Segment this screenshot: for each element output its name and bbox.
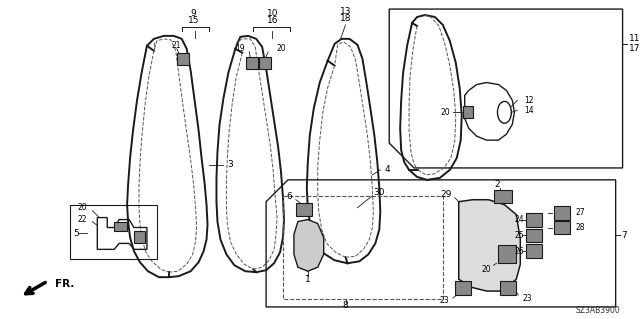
Polygon shape bbox=[114, 222, 127, 232]
Text: 4: 4 bbox=[385, 166, 390, 174]
Polygon shape bbox=[463, 106, 473, 118]
Text: 24: 24 bbox=[515, 215, 524, 224]
Text: 15: 15 bbox=[188, 17, 200, 26]
Text: 16: 16 bbox=[268, 17, 279, 26]
Text: 25: 25 bbox=[515, 231, 524, 240]
Text: 11: 11 bbox=[628, 34, 640, 43]
Text: 23: 23 bbox=[522, 293, 532, 302]
Text: FR.: FR. bbox=[54, 279, 74, 289]
Text: 6: 6 bbox=[286, 192, 292, 201]
Polygon shape bbox=[526, 228, 542, 242]
Text: 2: 2 bbox=[495, 180, 500, 189]
Text: 20: 20 bbox=[276, 44, 285, 53]
Text: 27: 27 bbox=[576, 208, 586, 217]
Text: SZ3AB3900: SZ3AB3900 bbox=[576, 307, 621, 315]
Polygon shape bbox=[259, 57, 271, 69]
Text: 19: 19 bbox=[236, 44, 245, 53]
Text: 1: 1 bbox=[305, 275, 310, 284]
Polygon shape bbox=[296, 203, 312, 216]
Polygon shape bbox=[554, 206, 570, 219]
Text: 3: 3 bbox=[227, 160, 233, 169]
Text: 20: 20 bbox=[482, 265, 492, 274]
Polygon shape bbox=[246, 57, 258, 69]
Polygon shape bbox=[500, 281, 516, 295]
Polygon shape bbox=[495, 190, 513, 203]
Text: 7: 7 bbox=[621, 231, 627, 240]
Text: 26: 26 bbox=[515, 247, 524, 256]
Text: 23: 23 bbox=[439, 295, 449, 305]
Text: 13: 13 bbox=[340, 7, 351, 16]
Polygon shape bbox=[526, 244, 542, 258]
Polygon shape bbox=[455, 281, 470, 295]
Text: 9: 9 bbox=[191, 9, 196, 18]
Text: 17: 17 bbox=[628, 44, 640, 53]
Text: 20: 20 bbox=[440, 108, 450, 117]
Text: 21: 21 bbox=[172, 41, 182, 50]
Polygon shape bbox=[459, 200, 520, 291]
Polygon shape bbox=[526, 213, 542, 226]
Text: 30: 30 bbox=[374, 188, 385, 197]
Text: 14: 14 bbox=[524, 106, 534, 115]
Text: 10: 10 bbox=[268, 9, 279, 18]
Text: 20: 20 bbox=[77, 203, 88, 212]
Polygon shape bbox=[499, 245, 516, 263]
Polygon shape bbox=[554, 220, 570, 234]
Text: 8: 8 bbox=[342, 301, 348, 310]
Text: 28: 28 bbox=[576, 223, 586, 232]
Polygon shape bbox=[134, 232, 145, 243]
Text: 22: 22 bbox=[78, 215, 88, 224]
Polygon shape bbox=[177, 53, 189, 65]
Text: 18: 18 bbox=[340, 14, 351, 24]
Text: 5: 5 bbox=[74, 229, 79, 238]
Text: 12: 12 bbox=[524, 96, 534, 105]
Text: 29: 29 bbox=[440, 190, 452, 199]
Polygon shape bbox=[294, 219, 324, 271]
